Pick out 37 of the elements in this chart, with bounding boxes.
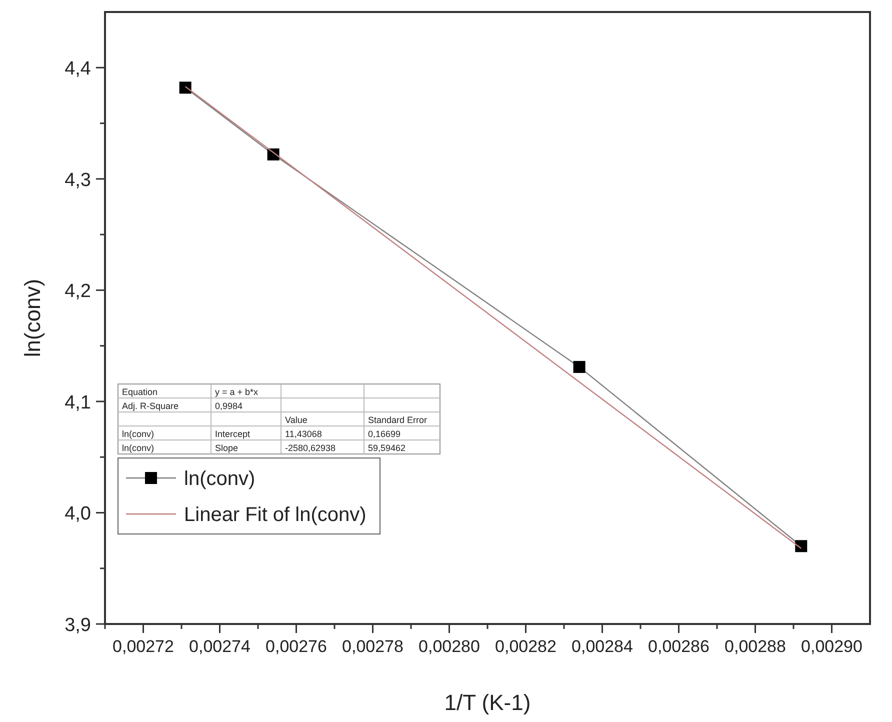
y-tick-label: 4,0 xyxy=(64,504,91,525)
x-tick-label: 0,00286 xyxy=(648,637,710,656)
annotation: ln(conv) xyxy=(122,429,154,439)
y-tick-label: 4,4 xyxy=(64,58,92,80)
annotation: 59,59462 xyxy=(368,443,406,453)
legend-label: Linear Fit of ln(conv) xyxy=(184,504,366,526)
x-axis-title: 1/T (K-1) xyxy=(444,690,531,715)
y-tick-label: 3,9 xyxy=(64,615,91,636)
x-tick-label: 0,00278 xyxy=(342,637,404,656)
annotation: Standard Error xyxy=(368,415,428,425)
x-tick-label: 0,00274 xyxy=(189,637,250,656)
annotation: Adj. R-Square xyxy=(122,401,179,411)
annotation: ln(conv) xyxy=(122,443,154,453)
annotation: -2580,62938 xyxy=(285,443,336,453)
annotation: 11,43068 xyxy=(285,429,322,439)
y-tick-label: 4,2 xyxy=(64,281,91,302)
x-tick-label: 0,00280 xyxy=(418,637,480,656)
annotation: Slope xyxy=(215,443,238,453)
x-tick-label: 0,00290 xyxy=(801,637,862,656)
x-tick-label: 0,00282 xyxy=(495,637,556,656)
x-tick-label: 0,00288 xyxy=(724,637,786,656)
legend-label: ln(conv) xyxy=(184,468,256,490)
y-tick-label: 4,3 xyxy=(64,170,91,191)
point xyxy=(179,82,192,94)
annotation: Value xyxy=(285,415,308,425)
point xyxy=(573,360,586,373)
annotation: Intercept xyxy=(215,429,251,439)
annotation: 0,9984 xyxy=(215,401,243,411)
y-axis-title: ln(conv) xyxy=(20,278,45,358)
annotation: Equation xyxy=(122,387,158,397)
y-tick-label: 4,1 xyxy=(64,392,91,414)
x-tick-label: 0,00276 xyxy=(266,637,327,656)
annotation: 0,16699 xyxy=(368,429,401,439)
x-tick-label: 0,00284 xyxy=(572,637,633,656)
point xyxy=(795,540,808,552)
annotation: y = a + b*x xyxy=(215,387,259,397)
x-tick-label: 0,00272 xyxy=(112,637,174,656)
